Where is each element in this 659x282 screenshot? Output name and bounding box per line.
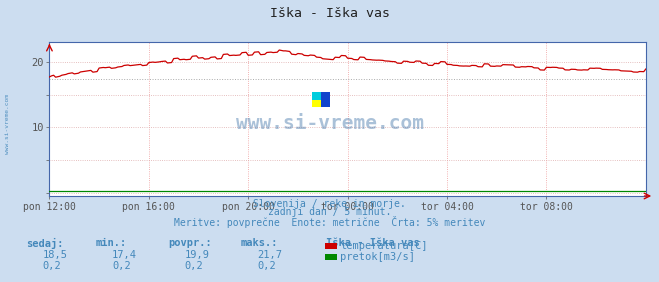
Text: 19,9: 19,9 <box>185 250 210 259</box>
Text: 0,2: 0,2 <box>112 261 130 271</box>
Text: min.:: min.: <box>96 238 127 248</box>
Text: 0,2: 0,2 <box>257 261 275 271</box>
Text: pretok[m3/s]: pretok[m3/s] <box>340 252 415 262</box>
Text: sedaj:: sedaj: <box>26 238 64 249</box>
Text: Iška - Iška vas: Iška - Iška vas <box>270 7 389 20</box>
Text: www.si-vreme.com: www.si-vreme.com <box>235 114 424 133</box>
Text: Meritve: povprečne  Enote: metrične  Črta: 5% meritev: Meritve: povprečne Enote: metrične Črta:… <box>174 216 485 228</box>
Text: 17,4: 17,4 <box>112 250 137 259</box>
Text: Slovenija / reke in morje.: Slovenija / reke in morje. <box>253 199 406 209</box>
Text: 18,5: 18,5 <box>43 250 68 259</box>
Text: zadnji dan / 5 minut.: zadnji dan / 5 minut. <box>268 207 391 217</box>
Text: 21,7: 21,7 <box>257 250 282 259</box>
Text: Iška - Iška vas: Iška - Iška vas <box>326 238 420 248</box>
Text: www.si-vreme.com: www.si-vreme.com <box>5 94 11 154</box>
Text: temperatura[C]: temperatura[C] <box>340 241 428 251</box>
Text: 0,2: 0,2 <box>43 261 61 271</box>
Text: maks.:: maks.: <box>241 238 278 248</box>
Text: povpr.:: povpr.: <box>168 238 212 248</box>
Text: 0,2: 0,2 <box>185 261 203 271</box>
